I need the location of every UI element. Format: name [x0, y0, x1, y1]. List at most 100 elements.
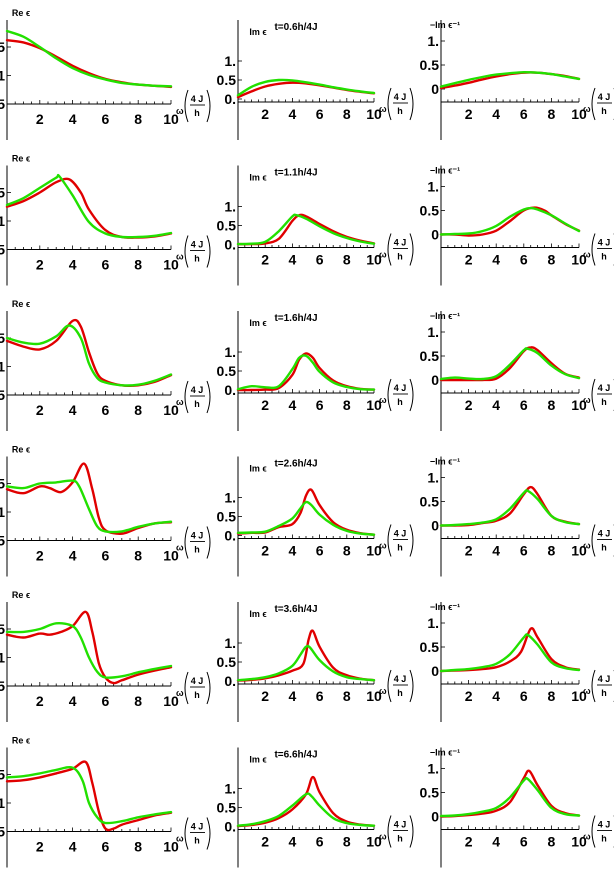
y-tick-label: 0.5 [217, 72, 237, 88]
x-tick-label: 2 [261, 834, 269, 850]
x-tick-label: 6 [102, 111, 110, 127]
y-tick-label: 1. [224, 490, 236, 506]
y-tick-label: 0.5 [0, 533, 5, 549]
x-tick-label: 6 [102, 693, 110, 709]
x-tick-label: 2 [261, 543, 269, 559]
x-tick-label: 6 [316, 834, 324, 850]
left-paren [592, 88, 595, 120]
chart-panel-r4-c1: 2468100.511.5Re ϵω4 Jh [0, 445, 210, 577]
right-paren [207, 527, 210, 559]
x-tick-label: 8 [343, 688, 351, 704]
left-paren [388, 88, 391, 120]
x-tick-label: 2 [36, 257, 44, 273]
x-unit-label: ω 4 J h [379, 670, 413, 702]
y-axis-label: −Im ϵ⁻¹ [430, 748, 460, 758]
y-axis-label: Re ϵ [12, 299, 30, 309]
x-tick-label: 8 [548, 834, 556, 850]
left-paren [185, 90, 188, 122]
x-unit-label: ω 4 J h [379, 88, 413, 120]
y-tick-label: 1 [0, 213, 5, 229]
x-tick-label: 2 [36, 111, 44, 127]
unit-numerator: 4 J [394, 92, 407, 102]
y-axis-label: Im ϵ [249, 173, 266, 183]
left-paren [592, 379, 595, 411]
unit-numerator: 4 J [598, 238, 611, 248]
omega-symbol: ω [379, 250, 387, 260]
unit-denominator: h [601, 106, 607, 116]
omega-symbol: ω [583, 250, 591, 260]
y-tick-label: 1. [224, 635, 236, 651]
x-unit-label: ω 4 J h [583, 379, 614, 411]
unit-numerator: 4 J [191, 385, 204, 395]
right-paren [410, 816, 413, 848]
right-paren [207, 236, 210, 268]
y-tick-label: 1. [427, 179, 439, 195]
x-tick-label: 8 [134, 693, 142, 709]
unit-numerator: 4 J [191, 822, 204, 832]
y-tick-label: 1.5 [0, 185, 5, 201]
series-line-red [238, 777, 374, 826]
y-axis-label: Im ϵ [249, 27, 266, 37]
x-tick-label: 4 [492, 252, 500, 268]
x-unit-label: ω 4 J h [176, 818, 210, 850]
series-line-green [7, 480, 171, 531]
x-tick-label: 2 [465, 543, 473, 559]
y-tick-label: 1 [0, 68, 5, 84]
y-tick-label: 0.5 [0, 96, 5, 112]
y-tick-label: 0.5 [0, 387, 5, 403]
x-tick-label: 6 [316, 397, 324, 413]
y-tick-label: 0. [224, 673, 236, 689]
y-tick-label: 1.5 [0, 621, 5, 637]
y-tick-label: 1. [224, 344, 236, 360]
unit-numerator: 4 J [394, 820, 407, 830]
x-tick-label: 6 [316, 252, 324, 268]
omega-symbol: ω [176, 688, 184, 698]
y-tick-label: 0.5 [420, 348, 440, 364]
y-tick-label: 1 [0, 359, 5, 375]
series-line-green [238, 794, 374, 826]
omega-symbol: ω [176, 397, 184, 407]
y-axis-label: Re ϵ [12, 445, 30, 455]
unit-denominator: h [194, 836, 200, 846]
x-unit-label: ω 4 J h [583, 88, 614, 120]
y-tick-label: 1.5 [0, 330, 5, 346]
x-tick-label: 8 [343, 252, 351, 268]
right-paren [207, 90, 210, 122]
x-tick-label: 8 [343, 106, 351, 122]
x-unit-label: ω 4 J h [583, 234, 614, 266]
x-unit-label: ω 4 J h [583, 816, 614, 848]
chart-panel-r6-c2: 2 4 6 8 100.0.51.Im ϵω4 Jh [217, 748, 413, 868]
y-tick-label: 0. [224, 237, 236, 253]
y-tick-label: 1 [0, 650, 5, 666]
x-unit-label: ω 4 J h [583, 525, 614, 557]
y-tick-label: 0.5 [420, 203, 440, 219]
x-tick-label: 6 [102, 548, 110, 564]
x-tick-label: 4 [289, 252, 297, 268]
right-paren [207, 381, 210, 413]
x-tick-label: 4 [69, 548, 77, 564]
y-tick-label: 0.5 [420, 785, 440, 801]
y-axis-label: Re ϵ [12, 736, 30, 746]
y-tick-label: 1.5 [0, 39, 5, 55]
y-tick-label: 0 [431, 81, 439, 97]
chart-panel-r4-c2: 2 4 6 8 100.0.51.Im ϵω4 Jh [217, 457, 413, 577]
unit-denominator: h [397, 106, 403, 116]
x-tick-label: 2 [36, 548, 44, 564]
right-paren [410, 88, 413, 120]
unit-numerator: 4 J [598, 674, 611, 684]
x-tick-label: 4 [289, 397, 297, 413]
x-tick-label: 8 [134, 257, 142, 273]
y-tick-label: 0.5 [217, 654, 237, 670]
series-line-green [238, 215, 374, 244]
x-tick-label: 8 [134, 402, 142, 418]
x-tick-label: 2 [36, 839, 44, 855]
left-paren [388, 670, 391, 702]
x-tick-label: 2 [465, 106, 473, 122]
x-tick-label: 8 [548, 252, 556, 268]
left-paren [185, 381, 188, 413]
row-title: t=1.1h/4J [274, 168, 317, 179]
y-axis-label: −Im ϵ⁻¹ [430, 166, 460, 176]
y-tick-label: 0.5 [0, 678, 5, 694]
y-tick-label: 0. [224, 528, 236, 544]
series-line-red [7, 762, 171, 831]
